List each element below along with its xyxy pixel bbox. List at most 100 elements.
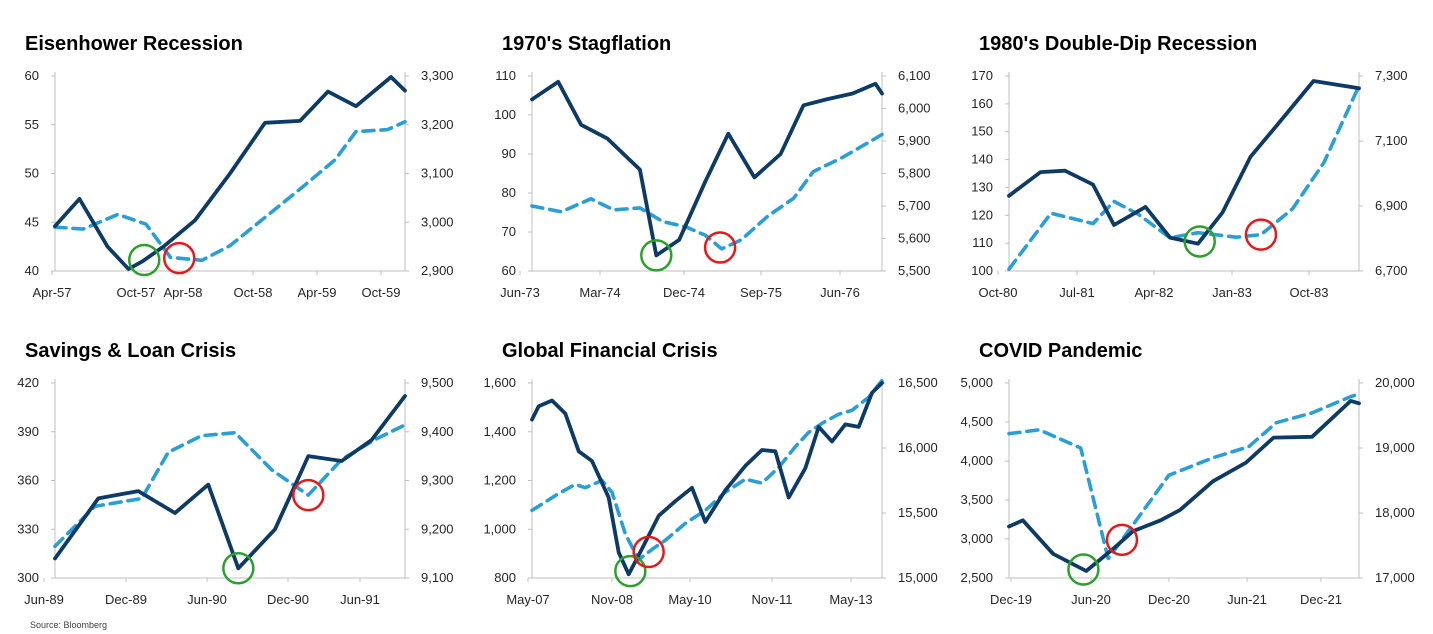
chart-svg: 300 330 360 390 420 9,100 9,200 9,300 9,400 9,500… [17, 375, 454, 607]
y-right-tick-label: 9,500 [421, 375, 454, 390]
x-tick-label: Apr-58 [163, 285, 202, 300]
y-right-tick-label: 16,500 [898, 375, 938, 390]
y-left-tick-label: 55 [25, 117, 39, 132]
trough-circle-red [703, 231, 737, 264]
indicator-line [530, 381, 884, 577]
x-tick-label: Jun-91 [340, 592, 380, 607]
y-left-tick-label: 150 [971, 124, 993, 139]
x-tick-label: May-13 [829, 592, 872, 607]
y-right-tick-label: 3,000 [421, 214, 454, 229]
y-left-tick-label: 4,500 [960, 414, 993, 429]
x-tick-label: Oct-59 [361, 285, 400, 300]
index-level-line [1007, 392, 1361, 561]
y-right-tick-label: 17,000 [1375, 570, 1415, 585]
indicator-line [1007, 399, 1361, 573]
y-left-tick-label: 330 [17, 521, 39, 536]
trough-circle-red [1244, 218, 1278, 251]
chart-title: COVID Pandemic [979, 340, 1143, 362]
trough-circle-red [1105, 523, 1139, 557]
y-right-tick-label: 19,000 [1375, 440, 1415, 455]
x-tick-label: Dec-89 [105, 592, 147, 607]
y-left-tick-label: 140 [971, 152, 993, 167]
x-tick-label: Apr-57 [32, 285, 71, 300]
y-left-tick-label: 120 [971, 207, 993, 222]
trough-circle-green [1183, 225, 1216, 258]
chart-svg: 800 1,000 1,200 1,400 1,600 15,000 15,500 16,00… [483, 375, 938, 607]
x-tick-label: Nov-11 [752, 592, 793, 607]
y-right-tick-label: 5,600 [898, 231, 931, 246]
y-left-tick-label: 60 [25, 68, 39, 83]
source-note: Source: Bloomberg [30, 620, 108, 630]
x-tick-label: Jul-81 [1059, 285, 1094, 300]
y-right-tick-label: 3,300 [421, 68, 454, 83]
y-right-tick-label: 9,400 [421, 424, 454, 439]
x-tick-label: Jun-20 [1071, 592, 1111, 607]
y-left-tick-label: 50 [25, 166, 39, 181]
x-tick-label: Dec-74 [663, 285, 705, 300]
y-left-tick-label: 1,000 [483, 521, 516, 536]
chart-svg: 40 45 50 55 60 2,900 3,000 3,100 3,200 3,300 Apr-5… [25, 68, 454, 300]
y-left-tick-label: 110 [495, 68, 516, 83]
trough-circle-red [163, 241, 196, 275]
x-tick-label: Jan-83 [1212, 285, 1252, 300]
y-right-tick-label: 6,700 [1375, 263, 1408, 278]
y-left-tick-label: 130 [971, 179, 993, 194]
chart-svg: 100 110 120 130 140 150 160 170 6,700 6,900 7,100 7… [971, 68, 1408, 300]
y-left-tick-label: 1,600 [483, 375, 516, 390]
trough-circle-green [222, 552, 255, 585]
y-left-tick-label: 1,400 [483, 424, 516, 439]
x-tick-label: Oct-58 [233, 285, 272, 300]
y-right-tick-label: 3,100 [421, 166, 454, 181]
index-level-line [53, 423, 407, 549]
y-right-tick-label: 15,000 [898, 570, 938, 585]
y-right-tick-label: 20,000 [1375, 375, 1415, 390]
y-right-tick-label: 5,800 [898, 166, 931, 181]
y-right-tick-label: 5,700 [898, 198, 931, 213]
trough-circle-green [1067, 553, 1100, 586]
indicator-line [530, 79, 884, 258]
y-left-tick-label: 800 [494, 570, 516, 585]
y-right-tick-label: 7,100 [1375, 133, 1408, 148]
y-right-tick-label: 6,000 [898, 101, 931, 116]
y-left-tick-label: 5,000 [960, 375, 993, 390]
x-tick-label: Nov-08 [591, 592, 633, 607]
trough-circle-green [614, 554, 647, 588]
x-tick-label: May-10 [668, 592, 711, 607]
y-right-tick-label: 6,100 [898, 68, 931, 83]
y-left-tick-label: 90 [502, 146, 516, 161]
trough-circle-green [128, 243, 161, 277]
x-tick-label: Oct-57 [116, 285, 155, 300]
y-right-tick-label: 18,000 [1375, 505, 1415, 520]
y-left-tick-label: 100 [494, 107, 516, 122]
y-right-tick-label: 7,300 [1375, 68, 1408, 83]
x-tick-label: May-07 [506, 592, 549, 607]
y-right-tick-label: 16,000 [898, 440, 938, 455]
chart-title: 1980's Double-Dip Recession [979, 33, 1258, 55]
x-tick-label: Jun-90 [187, 592, 227, 607]
index-level-line [530, 378, 884, 562]
y-right-tick-label: 9,100 [421, 570, 454, 585]
x-tick-label: Apr-59 [297, 285, 336, 300]
y-right-tick-label: 2,900 [421, 263, 454, 278]
y-right-tick-label: 9,200 [421, 521, 454, 536]
x-tick-label: Sep-75 [740, 285, 782, 300]
trough-circle-red [292, 478, 325, 512]
y-left-tick-label: 3,000 [960, 531, 993, 546]
y-right-tick-label: 15,500 [898, 505, 938, 520]
y-left-tick-label: 4,000 [960, 453, 993, 468]
index-level-line [1007, 84, 1361, 271]
x-tick-label: Jun-76 [820, 285, 860, 300]
chart-svg: 60 70 80 90 100 110 5,500 5,600 5,700 5,800 5,900 6… [494, 68, 931, 300]
y-left-tick-label: 300 [17, 570, 39, 585]
y-left-tick-label: 100 [971, 263, 993, 278]
trough-circle-green [640, 239, 673, 272]
chart-svg: 2,500 3,000 3,500 4,000 4,500 5,000 17,000 18,0… [960, 375, 1415, 607]
x-tick-label: Dec-90 [267, 592, 309, 607]
index-level-line [530, 132, 884, 251]
chart-title: Global Financial Crisis [502, 340, 718, 362]
indicator-line [53, 75, 407, 271]
trough-circle-red [632, 535, 665, 569]
y-left-tick-label: 3,500 [960, 492, 993, 507]
x-tick-label: Mar-74 [579, 285, 620, 300]
y-left-tick-label: 45 [25, 214, 39, 229]
